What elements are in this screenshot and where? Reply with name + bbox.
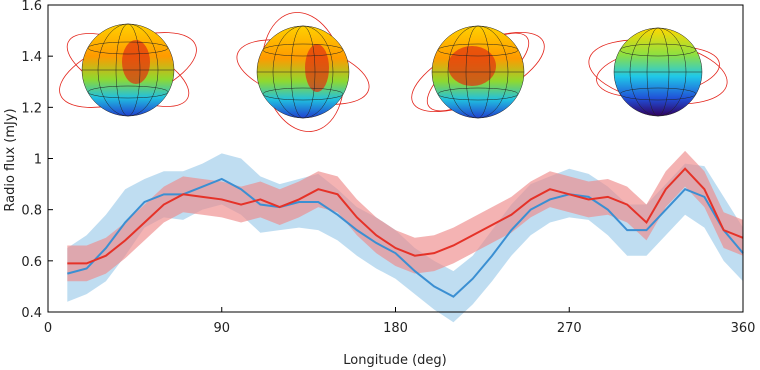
globes xyxy=(59,12,728,132)
y-tick-label: 0.6 xyxy=(21,255,42,270)
x-tick-label: 270 xyxy=(557,321,582,336)
y-tick-label: 1.6 xyxy=(21,0,42,14)
y-tick-label: 0.8 xyxy=(21,204,42,219)
line xyxy=(67,167,744,265)
x-tick-label: 0 xyxy=(44,321,52,336)
line xyxy=(67,177,744,298)
band xyxy=(67,150,744,282)
y-tick-label: 1 xyxy=(34,153,42,168)
x-tick-label: 180 xyxy=(383,321,408,336)
y-tick-label: 1.2 xyxy=(21,101,42,116)
x-tick-label: 90 xyxy=(213,321,230,336)
y-tick-label: 1.4 xyxy=(21,50,42,65)
x-axis-label: Longitude (deg) xyxy=(343,353,446,368)
y-tick-label: 0.4 xyxy=(21,306,42,321)
y-axis-label: Radio flux (mJy) xyxy=(3,108,18,211)
x-tick-label: 360 xyxy=(731,321,756,336)
